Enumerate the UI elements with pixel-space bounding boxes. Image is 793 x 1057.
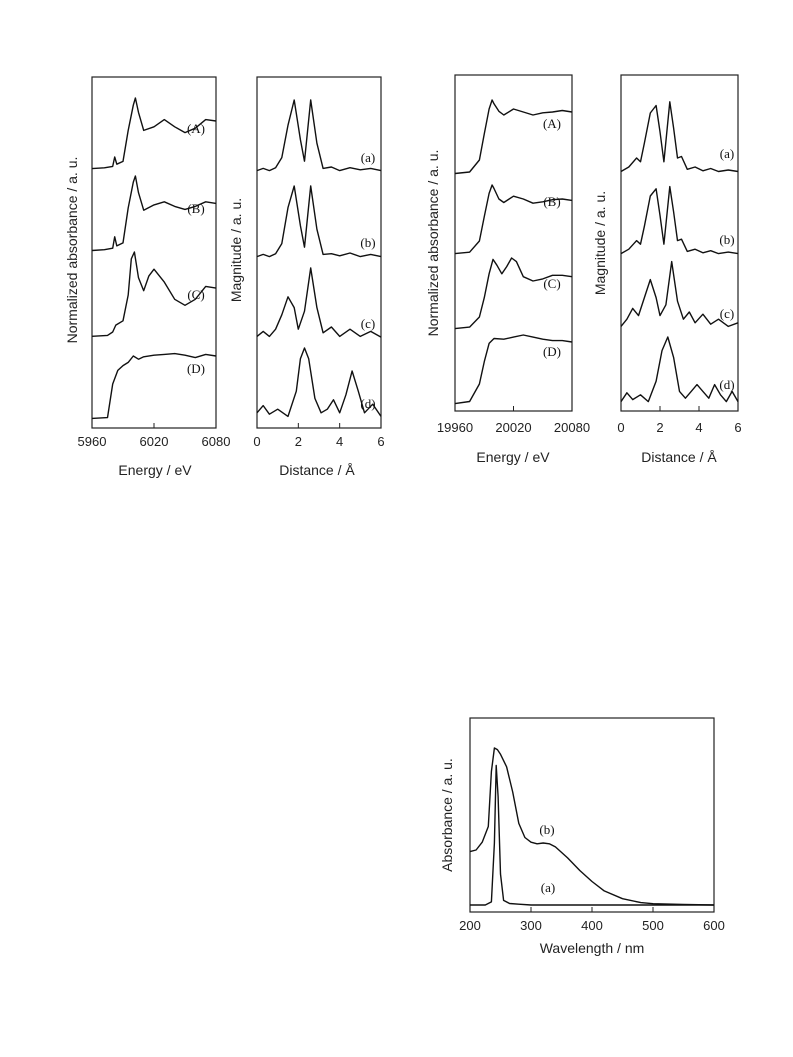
series-label: (c) — [720, 306, 734, 321]
series-label: (A) — [543, 116, 561, 131]
plot-frame — [256, 76, 382, 429]
x-tick-label: 6 — [734, 420, 741, 435]
series-line-b — [620, 185, 739, 255]
series-label: (D) — [543, 344, 561, 359]
series-line-c — [256, 267, 382, 338]
series-line-d — [620, 336, 739, 403]
x-tick-label: 500 — [642, 918, 664, 933]
y-axis-label: Absorbance / a. u. — [439, 758, 455, 872]
x-axis-label: Energy / eV — [476, 449, 550, 465]
x-tick-label: 20020 — [495, 420, 531, 435]
panel-xanes-right: 19960 20020 20080 (A) (B) (C) (D) Energy / eV… — [425, 74, 590, 465]
series-line-C — [454, 257, 573, 330]
x-tick-label: 300 — [520, 918, 542, 933]
plot-frame — [469, 717, 715, 913]
series-line-a — [620, 101, 739, 173]
x-ticks: 19960 20020 20080 — [437, 406, 590, 435]
x-tick-label: 200 — [459, 918, 481, 933]
series-label: (c) — [361, 316, 375, 331]
series-line-d — [256, 347, 382, 418]
x-tick-label: 6020 — [140, 434, 169, 449]
x-ticks: 200 300 400 500 600 — [459, 907, 725, 933]
series-line-B — [91, 175, 217, 252]
panel-uv-vis: 200 300 400 500 600 (a) (b) Wavelength / nm A… — [439, 717, 725, 956]
series-label: (C) — [543, 276, 560, 291]
plot-frame — [620, 74, 739, 412]
series-line-b — [256, 185, 382, 258]
series-label: (C) — [187, 287, 204, 302]
series-label: (a) — [541, 880, 555, 895]
series-label: (d) — [360, 396, 375, 411]
curves: (A) (B) (C) (D) — [91, 97, 217, 420]
series-line-a — [256, 99, 382, 172]
y-axis-label: Magnitude / a. u. — [592, 191, 608, 295]
series-line-C — [91, 251, 217, 337]
panel-xanes-left: 5960 6020 6080 (A) (B) (C) (D) Energy / eV No… — [64, 76, 231, 478]
series-line-b — [469, 747, 715, 906]
x-tick-label: 600 — [703, 918, 725, 933]
panel-exafs-right: 0 2 4 6 (a) (b) (c) (d) Distance / Å Magnitude… — [592, 74, 742, 465]
series-label: (b) — [360, 235, 375, 250]
x-tick-label: 4 — [695, 420, 702, 435]
x-ticks: 0 2 4 6 — [617, 406, 742, 435]
x-tick-label: 0 — [253, 434, 260, 449]
curves: (a) (b) (c) (d) — [620, 101, 739, 403]
x-tick-label: 2 — [295, 434, 302, 449]
series-label: (D) — [187, 361, 205, 376]
series-label: (A) — [187, 121, 205, 136]
series-line-A — [454, 99, 573, 175]
x-axis-label: Wavelength / nm — [540, 940, 645, 956]
curves: (a) (b) — [469, 747, 715, 906]
series-label: (b) — [719, 232, 734, 247]
series-line-A — [91, 97, 217, 170]
y-axis-label: Magnitude / a. u. — [228, 198, 244, 302]
series-line-D — [91, 352, 217, 420]
x-tick-label: 19960 — [437, 420, 473, 435]
curves: (a) (b) (c) (d) — [256, 99, 382, 418]
x-tick-label: 6080 — [202, 434, 231, 449]
x-tick-label: 5960 — [78, 434, 107, 449]
x-axis-label: Distance / Å — [641, 449, 717, 465]
series-line-D — [454, 334, 573, 405]
x-tick-label: 2 — [656, 420, 663, 435]
series-label: (B) — [543, 194, 560, 209]
y-axis-label: Normalized absorbance / a. u. — [64, 157, 80, 344]
x-tick-label: 4 — [336, 434, 343, 449]
x-axis-label: Distance / Å — [279, 462, 355, 478]
x-tick-label: 400 — [581, 918, 603, 933]
x-ticks: 5960 6020 6080 — [78, 423, 231, 449]
series-line-a — [470, 764, 714, 906]
x-ticks: 0 2 4 6 — [253, 423, 385, 449]
panel-exafs-left: 0 2 4 6 (a) (b) (c) (d) Distance / Å Magnitude… — [228, 76, 385, 478]
x-tick-label: 6 — [377, 434, 384, 449]
series-label: (B) — [187, 201, 204, 216]
series-label: (a) — [720, 146, 734, 161]
series-label: (a) — [361, 150, 375, 165]
series-line-B — [454, 184, 573, 255]
curves: (A) (B) (C) (D) — [454, 99, 573, 405]
x-tick-label: 0 — [617, 420, 624, 435]
series-line-c — [620, 260, 739, 328]
y-axis-label: Normalized absorbance / a. u. — [425, 150, 441, 337]
x-axis-label: Energy / eV — [118, 462, 192, 478]
series-label: (d) — [719, 377, 734, 392]
series-label: (b) — [539, 822, 554, 837]
x-tick-label: 20080 — [554, 420, 590, 435]
